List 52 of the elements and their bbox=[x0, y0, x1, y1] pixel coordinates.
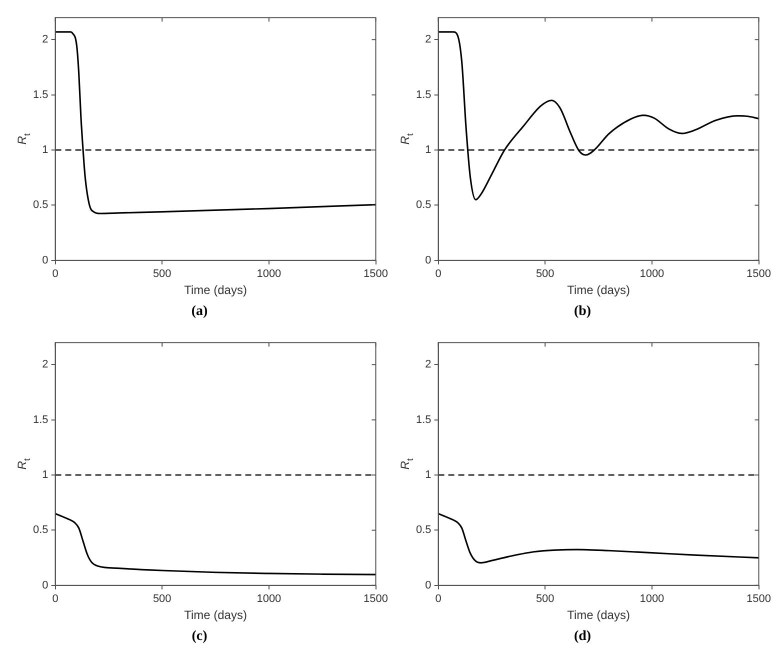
y-tick-label: 0.5 bbox=[32, 199, 48, 212]
y-tick-label: 0 bbox=[42, 579, 48, 592]
text: (b) bbox=[572, 304, 592, 320]
x-tick-label: 500 bbox=[152, 268, 172, 280]
x-axis-title: Time (days) bbox=[567, 283, 630, 298]
y-tick-label: 0.5 bbox=[416, 524, 432, 536]
y-tick-label: 2 bbox=[425, 358, 432, 371]
line-series bbox=[55, 512, 376, 576]
x-tick-label: 1500 bbox=[364, 593, 388, 606]
y-axis-title: Rt bbox=[15, 458, 32, 470]
x-tick-label: 1000 bbox=[256, 268, 282, 280]
y-tick-label: 2 bbox=[42, 34, 48, 46]
x-tick-label: 0 bbox=[435, 268, 442, 280]
y-tick-label: 0 bbox=[42, 254, 48, 266]
x-tick-label: 500 bbox=[536, 268, 554, 280]
x-tick-label: 1000 bbox=[640, 268, 664, 280]
y-tick-label: 1.5 bbox=[416, 88, 432, 101]
y-tick-label: 1.5 bbox=[32, 88, 48, 101]
x-tick-label: 0 bbox=[52, 268, 58, 280]
y-axis-title: Rt bbox=[398, 132, 415, 145]
y-tick-label: 1 bbox=[425, 469, 432, 482]
y-tick-label: 1 bbox=[425, 144, 432, 156]
y-tick-label: 1 bbox=[42, 144, 48, 156]
y-axis-title: Rt bbox=[15, 132, 32, 145]
y-tick-label: 2 bbox=[425, 34, 432, 46]
x-axis-title: Time (days) bbox=[184, 283, 247, 298]
x-axis-title: Time (days) bbox=[567, 608, 630, 622]
text: (a) bbox=[190, 304, 209, 320]
x-tick-label: 1000 bbox=[256, 593, 282, 606]
y-tick-label: 1.5 bbox=[32, 414, 48, 426]
line-series bbox=[438, 512, 759, 564]
x-tick-label: 1500 bbox=[364, 268, 388, 280]
line-series bbox=[438, 31, 759, 200]
y-axis-title: Rt bbox=[398, 458, 415, 470]
x-tick-label: 1500 bbox=[746, 593, 772, 606]
x-tick-label: 0 bbox=[435, 593, 442, 606]
x-tick-label: 500 bbox=[152, 593, 172, 606]
y-tick-label: 2 bbox=[42, 358, 48, 371]
y-tick-label: 0 bbox=[425, 579, 432, 592]
x-axis-title: Time (days) bbox=[184, 608, 247, 622]
x-tick-label: 1000 bbox=[640, 593, 664, 606]
line-series bbox=[55, 31, 376, 214]
y-tick-label: 0 bbox=[425, 254, 432, 266]
y-tick-label: 0.5 bbox=[416, 199, 432, 212]
x-tick-label: 500 bbox=[536, 593, 554, 606]
x-tick-label: 0 bbox=[52, 593, 58, 606]
text: (d) bbox=[572, 629, 592, 645]
text: (c) bbox=[190, 629, 208, 645]
x-tick-label: 1500 bbox=[746, 268, 772, 280]
y-tick-label: 1.5 bbox=[416, 414, 432, 426]
y-tick-label: 0.5 bbox=[32, 524, 48, 536]
y-tick-label: 1 bbox=[42, 469, 48, 482]
